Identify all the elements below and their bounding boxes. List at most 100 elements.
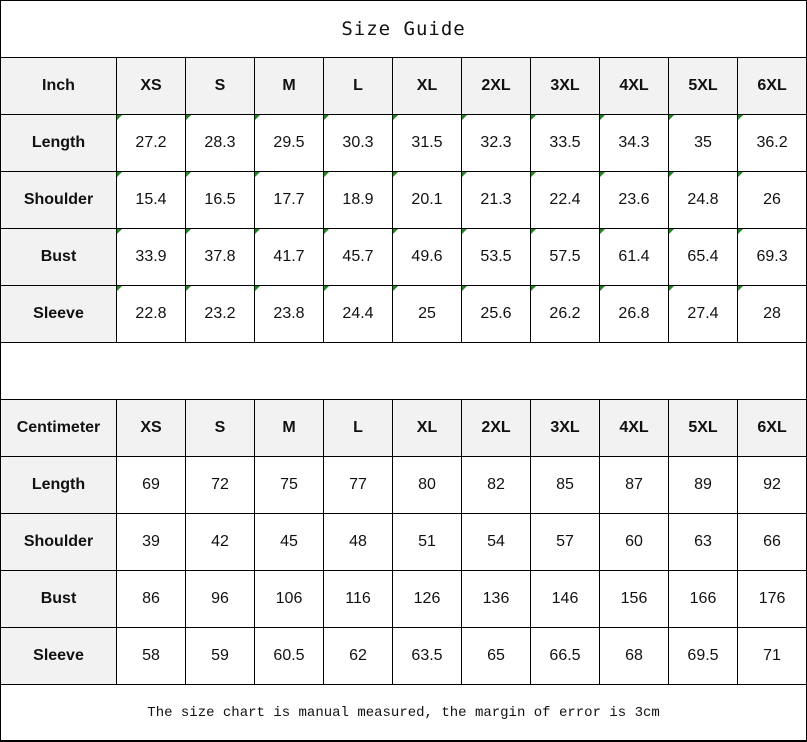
measurement-cell: 39 (116, 513, 186, 571)
measurement-cell: 82 (461, 456, 531, 514)
measurement-cell: 45 (254, 513, 324, 571)
size-header: S (185, 57, 255, 115)
measurement-cell: 75 (254, 456, 324, 514)
spacer (0, 342, 807, 400)
measurement-cell: 45.7 (323, 228, 393, 286)
measurement-cell: 33.9 (116, 228, 186, 286)
table-row: Shoulder 39 42 45 48 51 54 57 60 63 66 (0, 513, 807, 571)
unit-header: Inch (0, 57, 117, 115)
measurement-cell: 59 (185, 627, 255, 685)
measurement-cell: 15.4 (116, 171, 186, 229)
measurement-cell: 65 (461, 627, 531, 685)
size-header: 3XL (530, 57, 600, 115)
measurement-cell: 29.5 (254, 114, 324, 172)
measurement-cell: 25.6 (461, 285, 531, 343)
measurement-cell: 22.4 (530, 171, 600, 229)
measurement-cell: 126 (392, 570, 462, 628)
size-header: XS (116, 57, 186, 115)
row-label: Sleeve (0, 285, 117, 343)
measurement-cell: 86 (116, 570, 186, 628)
table-row: Length 27.2 28.3 29.5 30.3 31.5 32.3 33.5 34.3 35… (0, 114, 807, 172)
measurement-cell: 166 (668, 570, 738, 628)
measurement-cell: 85 (530, 456, 600, 514)
footer-note: The size chart is manual measured, the m… (0, 684, 807, 742)
measurement-cell: 42 (185, 513, 255, 571)
measurement-cell: 69 (116, 456, 186, 514)
measurement-cell: 24.8 (668, 171, 738, 229)
size-header: 5XL (668, 399, 738, 457)
measurement-cell: 33.5 (530, 114, 600, 172)
page-title: Size Guide (0, 0, 807, 58)
size-header: 3XL (530, 399, 600, 457)
table-row: Bust 33.9 37.8 41.7 45.7 49.6 53.5 57.5 61.4 65.4… (0, 228, 807, 286)
measurement-cell: 53.5 (461, 228, 531, 286)
measurement-cell: 26 (736, 171, 807, 229)
inch-header-row: Inch XS S M L XL 2XL 3XL 4XL 5XL 6XL (0, 57, 807, 115)
measurement-cell: 66 (736, 513, 807, 571)
size-header: XL (392, 399, 462, 457)
measurement-cell: 25 (392, 285, 462, 343)
measurement-cell: 27.4 (668, 285, 738, 343)
table-row: Shoulder 15.4 16.5 17.7 18.9 20.1 21.3 22.4 23.6… (0, 171, 807, 229)
measurement-cell: 28.3 (185, 114, 255, 172)
measurement-cell: 146 (530, 570, 600, 628)
unit-header: Centimeter (0, 399, 117, 457)
measurement-cell: 61.4 (599, 228, 669, 286)
measurement-cell: 72 (185, 456, 255, 514)
size-header: M (254, 399, 324, 457)
measurement-cell: 18.9 (323, 171, 393, 229)
measurement-cell: 35 (668, 114, 738, 172)
measurement-cell: 23.6 (599, 171, 669, 229)
measurement-cell: 27.2 (116, 114, 186, 172)
size-header: 4XL (599, 57, 669, 115)
row-label: Bust (0, 570, 117, 628)
measurement-cell: 60 (599, 513, 669, 571)
measurement-cell: 22.8 (116, 285, 186, 343)
size-header: 2XL (461, 57, 531, 115)
measurement-cell: 17.7 (254, 171, 324, 229)
measurement-cell: 77 (323, 456, 393, 514)
measurement-cell: 92 (736, 456, 807, 514)
measurement-cell: 156 (599, 570, 669, 628)
measurement-cell: 58 (116, 627, 186, 685)
measurement-cell: 49.6 (392, 228, 462, 286)
measurement-cell: 37.8 (185, 228, 255, 286)
measurement-cell: 26.8 (599, 285, 669, 343)
size-header: M (254, 57, 324, 115)
measurement-cell: 68 (599, 627, 669, 685)
measurement-cell: 60.5 (254, 627, 324, 685)
footer-row: The size chart is manual measured, the m… (0, 684, 807, 742)
measurement-cell: 57.5 (530, 228, 600, 286)
measurement-cell: 34.3 (599, 114, 669, 172)
table-row: Length 69 72 75 77 80 82 85 87 89 92 (0, 456, 807, 514)
measurement-cell: 62 (323, 627, 393, 685)
table-row: Sleeve 58 59 60.5 62 63.5 65 66.5 68 69.5 71 (0, 627, 807, 685)
row-label: Bust (0, 228, 117, 286)
size-header: 6XL (736, 399, 807, 457)
measurement-cell: 96 (185, 570, 255, 628)
measurement-cell: 69.3 (736, 228, 807, 286)
measurement-cell: 48 (323, 513, 393, 571)
measurement-cell: 89 (668, 456, 738, 514)
row-label: Length (0, 114, 117, 172)
cm-header-row: Centimeter XS S M L XL 2XL 3XL 4XL 5XL 6XL (0, 399, 807, 457)
size-header: 5XL (668, 57, 738, 115)
measurement-cell: 63.5 (392, 627, 462, 685)
row-label: Sleeve (0, 627, 117, 685)
measurement-cell: 71 (736, 627, 807, 685)
measurement-cell: 41.7 (254, 228, 324, 286)
row-label: Shoulder (0, 513, 117, 571)
row-label: Shoulder (0, 171, 117, 229)
measurement-cell: 21.3 (461, 171, 531, 229)
measurement-cell: 51 (392, 513, 462, 571)
row-label: Length (0, 456, 117, 514)
measurement-cell: 80 (392, 456, 462, 514)
size-header: 2XL (461, 399, 531, 457)
size-header: L (323, 399, 393, 457)
measurement-cell: 16.5 (185, 171, 255, 229)
size-header: 6XL (736, 57, 807, 115)
table-row: Bust 86 96 106 116 126 136 146 156 166 176 (0, 570, 807, 628)
measurement-cell: 176 (736, 570, 807, 628)
